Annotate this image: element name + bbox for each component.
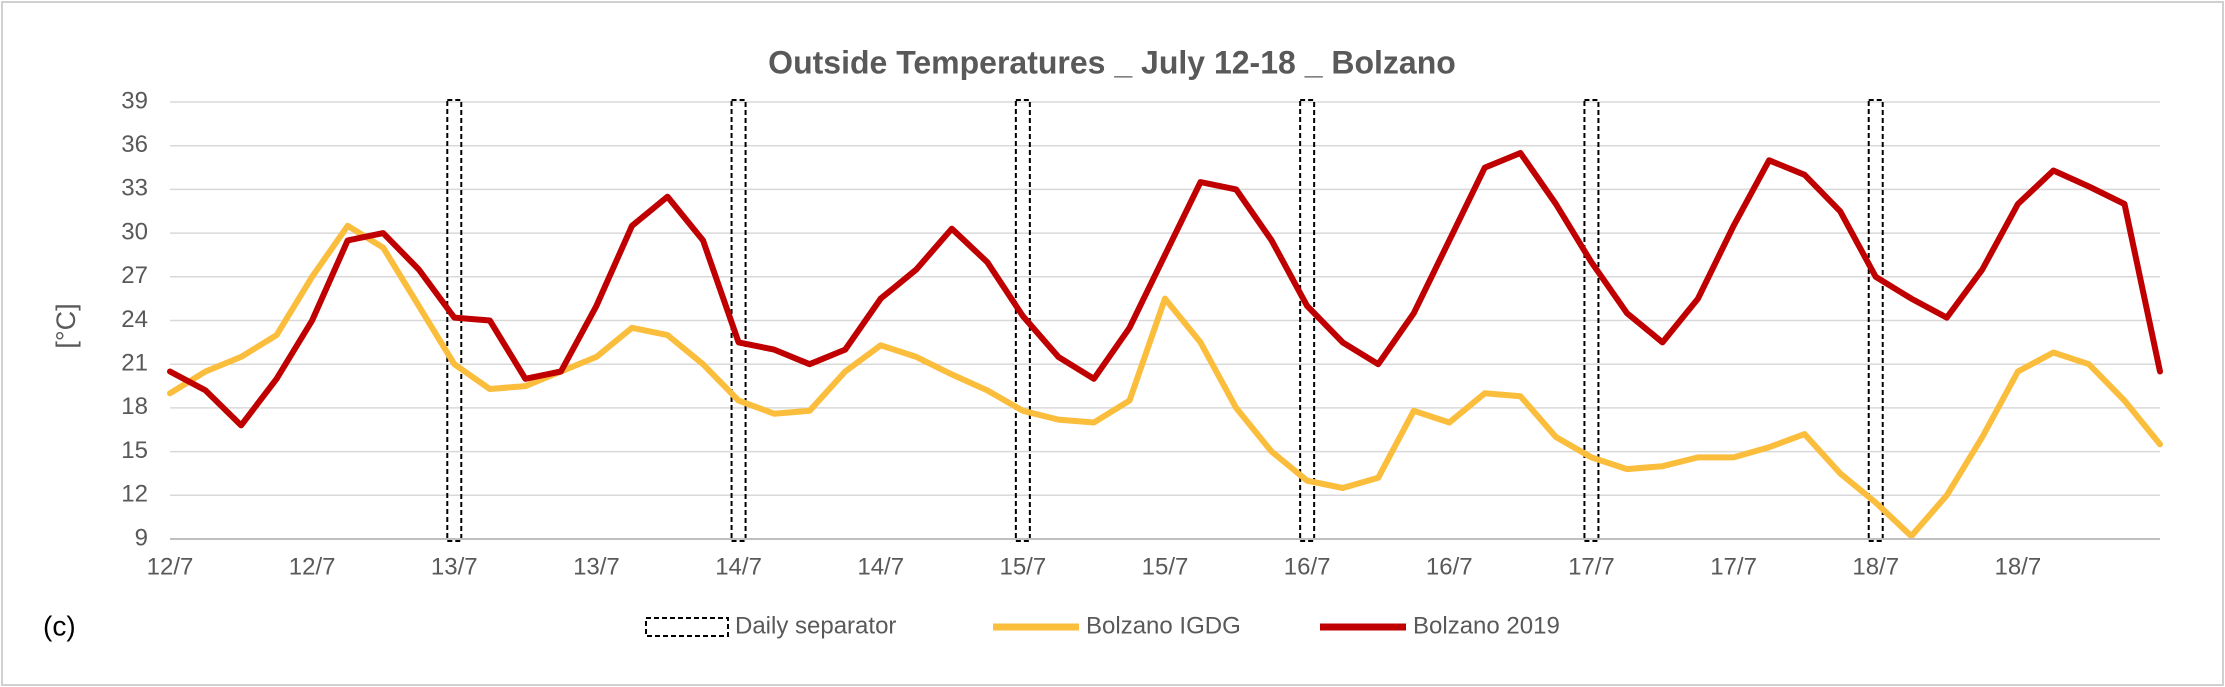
x-tick-label: 18/7	[1852, 553, 1899, 580]
y-tick-label: 33	[121, 175, 148, 202]
series-line	[167, 150, 2163, 429]
daily-separator	[1867, 99, 1884, 542]
x-tick-label: 17/7	[1568, 553, 1615, 580]
y-tick-label: 27	[121, 262, 148, 289]
y-tick-label: 15	[121, 437, 148, 464]
x-tick-label: 18/7	[1994, 553, 2041, 580]
x-tick-label: 16/7	[1426, 553, 1473, 580]
x-tick-label: 16/7	[1284, 553, 1331, 580]
y-axis-label: [°C]	[51, 303, 81, 348]
legend-swatch	[645, 617, 729, 637]
y-tick-label: 18	[121, 393, 148, 420]
legend-label: Bolzano 2019	[1413, 612, 1560, 639]
series-line	[167, 222, 2163, 540]
x-tick-label: 12/7	[289, 553, 336, 580]
annotation: (c)	[43, 610, 76, 641]
legend-label: Bolzano IGDG	[1086, 612, 1241, 639]
y-tick-label: 30	[121, 218, 148, 245]
x-tick-label: 15/7	[1142, 553, 1189, 580]
x-tick-label: 15/7	[999, 553, 1046, 580]
x-tick-label: 13/7	[431, 553, 478, 580]
daily-separator	[1583, 99, 1600, 542]
y-tick-label: 39	[121, 87, 148, 114]
y-tick-label: 24	[121, 306, 148, 333]
daily-separator	[1299, 99, 1316, 542]
x-tick-label: 17/7	[1710, 553, 1757, 580]
x-tick-label: 14/7	[715, 553, 762, 580]
chart-title: Outside Temperatures _ July 12-18 _ Bolz…	[768, 44, 1456, 80]
y-tick-label: 12	[121, 481, 148, 508]
x-tick-label: 13/7	[573, 553, 620, 580]
y-tick-label: 21	[121, 350, 148, 377]
y-tick-label: 9	[135, 524, 148, 551]
legend-label: Daily separator	[735, 612, 896, 639]
y-tick-label: 36	[121, 131, 148, 158]
x-tick-label: 14/7	[857, 553, 904, 580]
x-tick-label: 12/7	[147, 553, 194, 580]
